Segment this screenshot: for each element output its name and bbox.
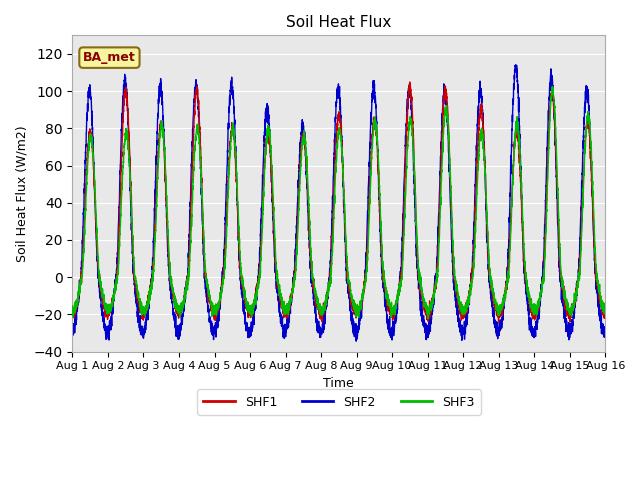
SHF1 [429, 300, 436, 305]
SHF2 [353, 338, 360, 344]
SHF1 [601, 308, 609, 314]
Title: Soil Heat Flux: Soil Heat Flux [286, 15, 392, 30]
SHF3 [164, 227, 172, 233]
SHF2 [319, 327, 326, 333]
Legend: SHF1, SHF2, SHF3: SHF1, SHF2, SHF3 [197, 389, 481, 415]
SHF2 [602, 331, 609, 337]
SHF2 [488, 299, 496, 304]
SHF3 [424, 316, 432, 322]
X-axis label: Time: Time [323, 377, 354, 390]
SHF2 [68, 329, 76, 335]
SHF3 [458, 311, 466, 316]
SHF3 [68, 303, 76, 309]
Y-axis label: Soil Heat Flux (W/m2): Soil Heat Flux (W/m2) [15, 125, 28, 262]
Line: SHF3: SHF3 [72, 86, 605, 319]
Line: SHF1: SHF1 [72, 82, 605, 322]
SHF3 [601, 310, 609, 316]
SHF1 [319, 311, 326, 317]
SHF3 [549, 84, 557, 89]
SHF1 [68, 310, 76, 315]
SHF3 [319, 309, 326, 314]
SHF1 [406, 79, 413, 85]
SHF2 [458, 331, 466, 336]
SHF2 [512, 62, 520, 68]
SHF1 [602, 312, 609, 318]
SHF1 [488, 289, 496, 295]
SHF1 [458, 310, 466, 315]
SHF1 [164, 246, 172, 252]
SHF3 [602, 311, 609, 317]
Line: SHF2: SHF2 [72, 65, 605, 341]
SHF3 [429, 297, 436, 303]
SHF2 [429, 301, 436, 307]
Text: BA_met: BA_met [83, 51, 136, 64]
SHF3 [488, 281, 496, 287]
SHF1 [495, 319, 502, 325]
SHF2 [601, 334, 609, 339]
SHF2 [164, 252, 172, 257]
